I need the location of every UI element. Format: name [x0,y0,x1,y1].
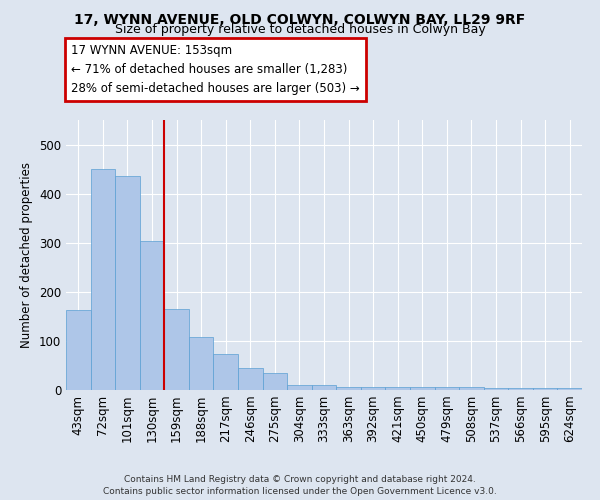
Text: 17, WYNN AVENUE, OLD COLWYN, COLWYN BAY, LL29 9RF: 17, WYNN AVENUE, OLD COLWYN, COLWYN BAY,… [74,12,526,26]
Bar [115,176,140,390]
Bar [434,386,459,390]
Y-axis label: Number of detached properties: Number of detached properties [20,162,34,348]
Bar [140,241,164,390]
Bar [336,386,361,390]
Bar [287,385,312,390]
Bar [189,338,214,390]
Bar [557,388,582,390]
Bar [312,385,336,390]
Bar [238,368,263,390]
Text: 17 WYNN AVENUE: 153sqm
← 71% of detached houses are smaller (1,283)
28% of semi-: 17 WYNN AVENUE: 153sqm ← 71% of detached… [71,44,360,96]
Bar [385,386,410,390]
Bar [263,374,287,390]
Text: Contains public sector information licensed under the Open Government Licence v3: Contains public sector information licen… [103,486,497,496]
Bar [361,386,385,390]
Text: Contains HM Land Registry data © Crown copyright and database right 2024.: Contains HM Land Registry data © Crown c… [124,476,476,484]
Bar [214,354,238,390]
Bar [410,386,434,390]
Text: Size of property relative to detached houses in Colwyn Bay: Size of property relative to detached ho… [115,22,485,36]
Bar [91,169,115,390]
Bar [533,388,557,390]
Bar [66,310,91,390]
Bar [508,388,533,390]
Bar [459,386,484,390]
Bar [484,388,508,390]
Bar [164,309,189,390]
